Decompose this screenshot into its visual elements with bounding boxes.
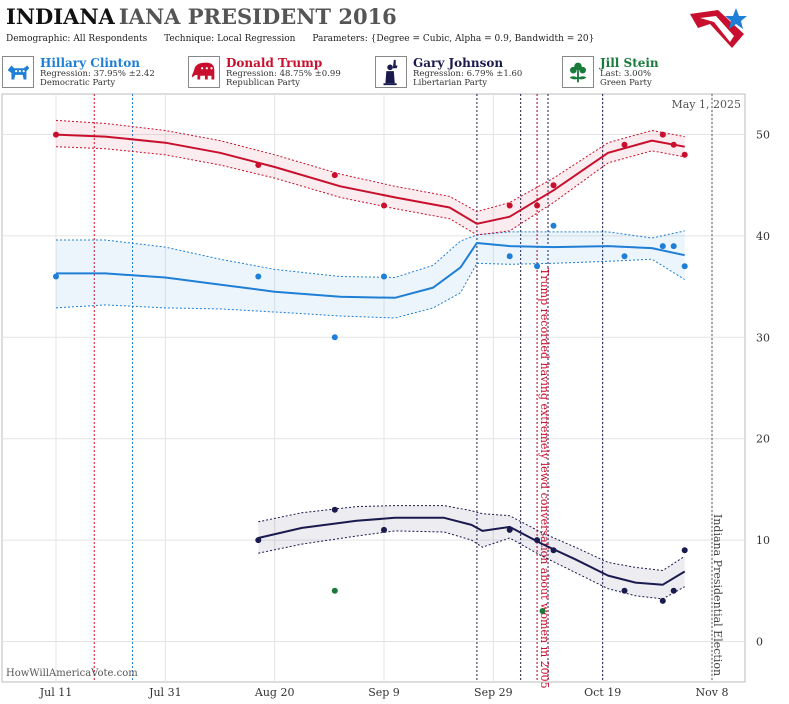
liberty-icon bbox=[375, 56, 407, 88]
y-tick-label: 30 bbox=[756, 331, 770, 344]
y-tick-label: 20 bbox=[756, 433, 770, 446]
flag-logo-icon bbox=[690, 8, 747, 48]
y-tick-label: 10 bbox=[756, 534, 770, 547]
technique-label: Technique: bbox=[164, 34, 215, 44]
data-point-donald-trump bbox=[681, 151, 688, 158]
legend-stat-trump: Regression: 48.75% ±0.99 bbox=[226, 69, 341, 79]
data-point-hillary-clinton bbox=[534, 263, 541, 270]
election-label: Indiana Presidential Election bbox=[711, 514, 724, 676]
watermark: HowWillAmericaVote.com bbox=[6, 668, 138, 679]
legend-stat-clinton: Regression: 37.95% ±2.42 bbox=[40, 69, 155, 79]
upper-bound-gary-johnson bbox=[258, 505, 685, 572]
legend-name-clinton: Hillary Clinton bbox=[40, 56, 140, 70]
data-point-donald-trump bbox=[534, 202, 541, 209]
data-point-hillary-clinton bbox=[621, 253, 628, 260]
parameters-value: {Degree = Cubic, Alpha = 0.9, Bandwidth … bbox=[370, 34, 595, 44]
elephant-icon bbox=[188, 56, 220, 88]
data-point-gary-johnson bbox=[331, 506, 338, 513]
data-point-donald-trump bbox=[670, 141, 677, 148]
data-point-donald-trump bbox=[381, 202, 387, 209]
data-point-hillary-clinton bbox=[659, 243, 666, 250]
lower-bound-gary-johnson bbox=[258, 530, 685, 600]
legend-name-stein: Jill Stein bbox=[600, 56, 659, 70]
plot-frame bbox=[1, 93, 746, 683]
technique-value: Local Regression bbox=[217, 34, 296, 44]
legend-party-johnson: Libertarian Party bbox=[413, 78, 488, 88]
chart-title: INDIANA IANA PRESIDENT 2016 bbox=[6, 4, 397, 32]
lower-bound-hillary-clinton bbox=[55, 258, 685, 319]
data-point-hillary-clinton bbox=[670, 243, 677, 250]
data-point-gary-johnson bbox=[550, 547, 557, 554]
legend-stat-johnson: Regression: 6.79% ±1.60 bbox=[413, 69, 523, 79]
y-tick-label: 40 bbox=[756, 230, 770, 243]
legend-item-clinton: Hillary Clinton Regression: 37.95% ±2.42… bbox=[2, 56, 186, 89]
data-point-gary-johnson bbox=[381, 526, 387, 533]
data-point-gary-johnson bbox=[534, 537, 541, 544]
data-point-donald-trump bbox=[550, 182, 557, 189]
data-point-hillary-clinton bbox=[381, 273, 387, 280]
data-point-jill-stein bbox=[539, 608, 546, 614]
data-point-hillary-clinton bbox=[255, 273, 262, 280]
trend-line-hillary-clinton bbox=[56, 242, 685, 299]
data-point-hillary-clinton bbox=[550, 222, 557, 229]
data-point-gary-johnson bbox=[670, 587, 677, 594]
data-point-donald-trump bbox=[506, 202, 513, 209]
x-tick-label: Sep 29 bbox=[474, 686, 513, 699]
event-annotation: Trump recorded having extremely lewd con… bbox=[538, 268, 551, 689]
data-point-gary-johnson bbox=[621, 587, 628, 594]
data-point-hillary-clinton bbox=[681, 263, 688, 270]
x-tick-label: Nov 8 bbox=[696, 686, 729, 699]
data-point-donald-trump bbox=[621, 141, 628, 148]
legend-item-stein: Jill Stein Last: 3.00% Green Party bbox=[562, 56, 746, 89]
data-point-donald-trump bbox=[255, 162, 262, 168]
lower-bound-donald-trump bbox=[55, 146, 685, 236]
flower-icon bbox=[562, 56, 594, 88]
demographic-label: Demographic: bbox=[6, 34, 71, 44]
confidence-band-gary-johnson bbox=[258, 505, 685, 599]
data-point-hillary-clinton bbox=[506, 253, 513, 260]
date-label: May 1, 2025 bbox=[671, 98, 741, 111]
title-rest: IANA PRESIDENT 2016 bbox=[118, 4, 397, 29]
legend-party-stein: Green Party bbox=[600, 78, 652, 88]
legend-stat-stein: Last: 3.00% bbox=[600, 69, 652, 79]
parameters-row: Demographic: All Respondents Technique: … bbox=[6, 34, 594, 44]
data-point-donald-trump bbox=[331, 172, 338, 179]
legend-item-trump: Donald Trump Regression: 48.75% ±0.99 Re… bbox=[188, 56, 372, 89]
data-point-jill-stein bbox=[331, 587, 338, 594]
legend-party-trump: Republican Party bbox=[226, 78, 300, 88]
legend-name-johnson: Gary Johnson bbox=[413, 56, 504, 70]
data-point-hillary-clinton bbox=[331, 334, 338, 341]
data-point-gary-johnson bbox=[506, 526, 513, 533]
poll-chart: 0 10 20 30 40 50 Jul 11 Jul 31 Aug 20 Sep 9 Sep 29… bbox=[1, 93, 770, 699]
data-point-gary-johnson bbox=[255, 537, 262, 544]
parameters-label: Parameters: bbox=[312, 34, 368, 44]
legend-name-trump: Donald Trump bbox=[226, 56, 323, 70]
y-tick-label: 50 bbox=[756, 129, 770, 142]
legend-item-johnson: Gary Johnson Regression: 6.79% ±1.60 Lib… bbox=[375, 56, 559, 89]
y-tick-label: 0 bbox=[756, 635, 763, 648]
confidence-band-hillary-clinton bbox=[56, 230, 685, 318]
data-point-gary-johnson bbox=[659, 597, 666, 604]
donkey-icon bbox=[2, 56, 34, 88]
x-tick-label: Oct 19 bbox=[584, 686, 621, 699]
x-tick-label: Jul 31 bbox=[148, 686, 182, 699]
x-tick-label: Jul 11 bbox=[39, 686, 73, 699]
title-state: INDIANA bbox=[6, 4, 115, 29]
trend-line-donald-trump bbox=[55, 133, 685, 225]
data-point-gary-johnson bbox=[681, 547, 688, 554]
demographic-value: All Respondents bbox=[73, 34, 148, 44]
upper-bound-hillary-clinton bbox=[56, 230, 685, 279]
data-point-donald-trump bbox=[53, 131, 59, 138]
x-tick-label: Aug 20 bbox=[254, 686, 295, 699]
data-point-hillary-clinton bbox=[53, 273, 59, 280]
x-tick-label: Sep 9 bbox=[368, 686, 400, 699]
trend-line-gary-johnson bbox=[258, 516, 686, 586]
legend-party-clinton: Democratic Party bbox=[40, 78, 116, 88]
data-point-donald-trump bbox=[659, 131, 666, 138]
